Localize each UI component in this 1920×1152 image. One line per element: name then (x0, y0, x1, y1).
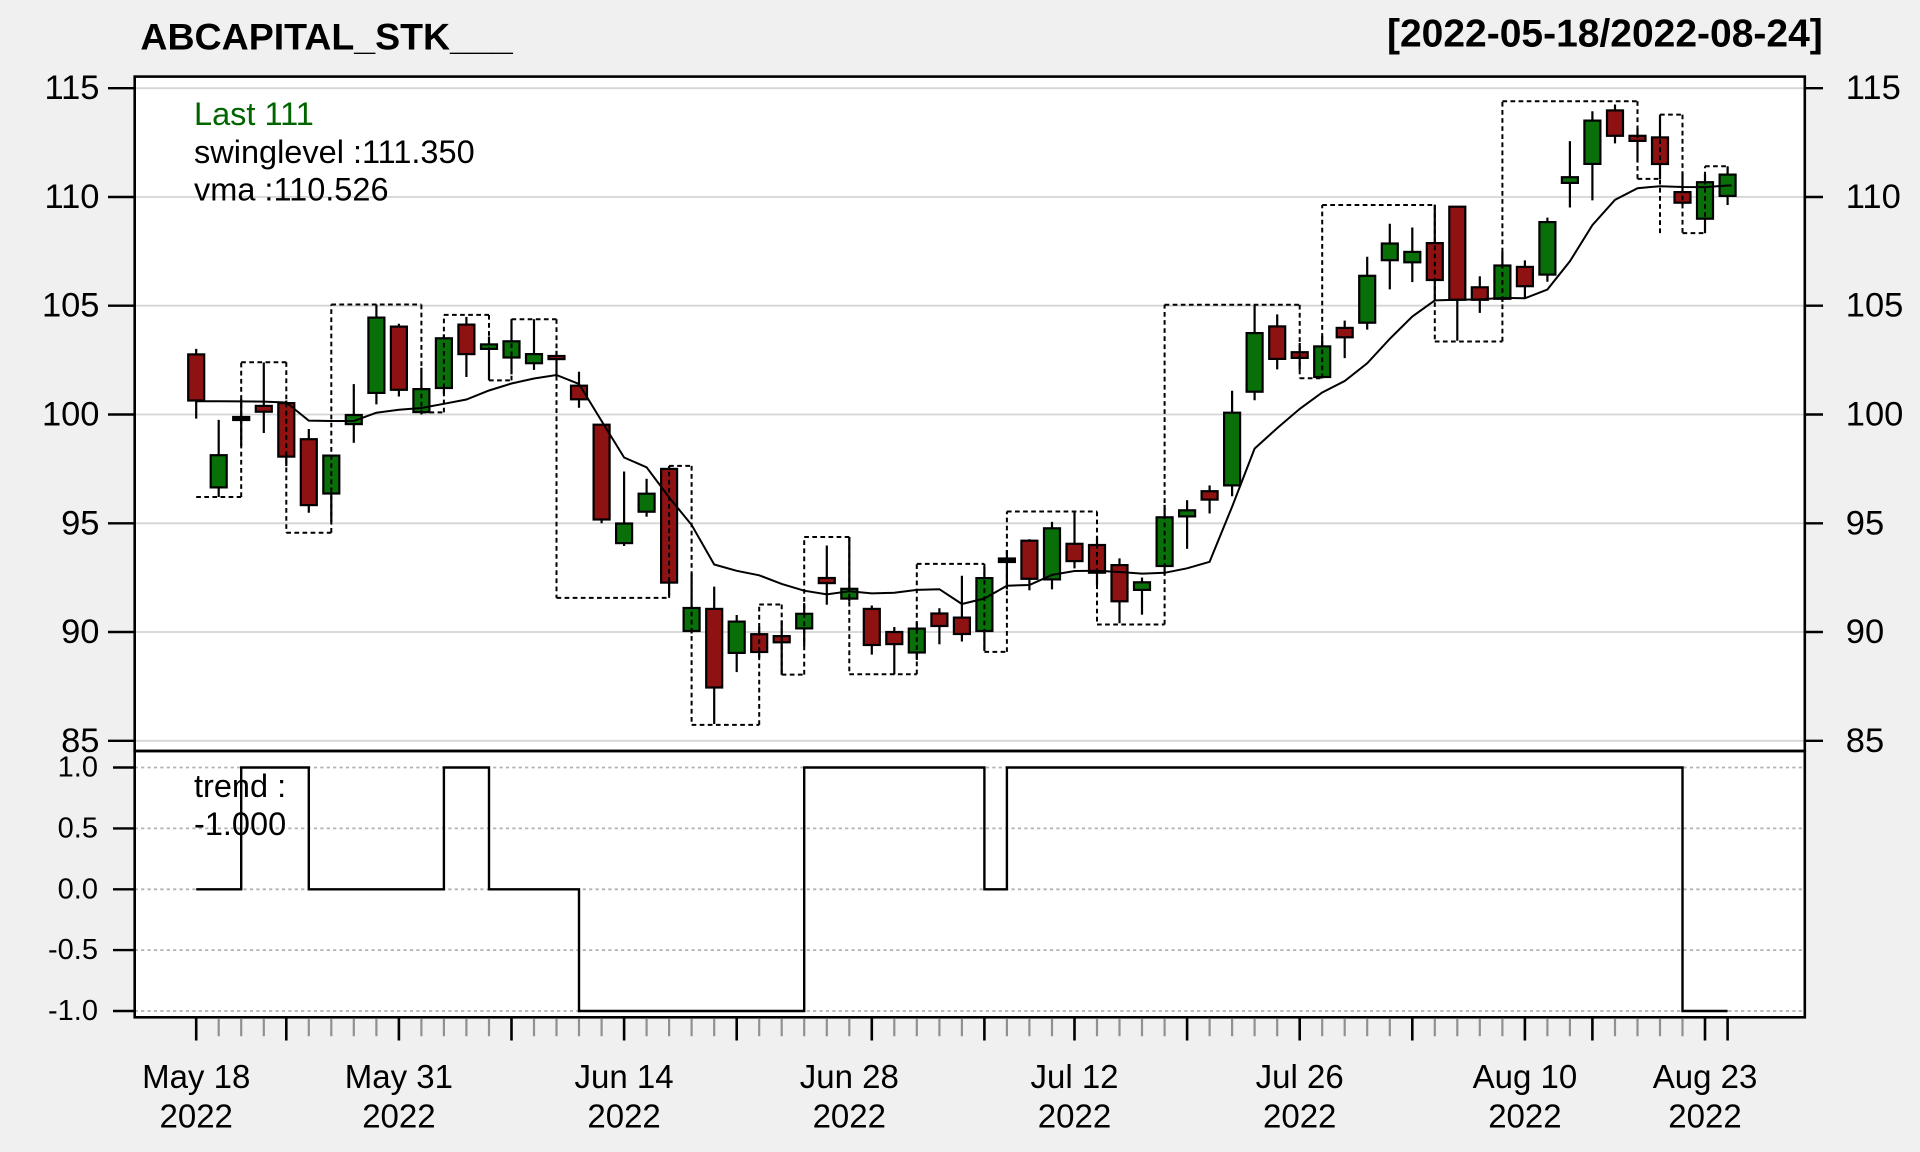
svg-text:90: 90 (1846, 613, 1884, 651)
svg-text:95: 95 (1846, 504, 1884, 542)
svg-text:Jul 26: Jul 26 (1256, 1058, 1344, 1095)
svg-text:110: 110 (44, 178, 99, 216)
svg-text:May 31: May 31 (345, 1058, 453, 1095)
svg-text:115: 115 (1846, 69, 1901, 107)
svg-text:85: 85 (1846, 722, 1884, 760)
svg-text:[2022-05-18/2022-08-24]: [2022-05-18/2022-08-24] (1387, 13, 1823, 56)
svg-text:90: 90 (61, 613, 99, 651)
svg-text:swinglevel :111.350: swinglevel :111.350 (194, 134, 475, 170)
svg-text:vma :110.526: vma :110.526 (194, 172, 389, 208)
svg-text:0.5: 0.5 (58, 812, 98, 844)
svg-text:2022: 2022 (159, 1098, 232, 1135)
svg-text:95: 95 (61, 504, 99, 542)
svg-text:2022: 2022 (1668, 1098, 1741, 1135)
svg-text:trend :: trend : (194, 768, 286, 804)
svg-text:-1.0: -1.0 (48, 995, 98, 1027)
svg-text:Last 111: Last 111 (194, 96, 314, 132)
svg-text:100: 100 (1846, 396, 1904, 434)
svg-text:Jul 12: Jul 12 (1030, 1058, 1118, 1095)
svg-text:2022: 2022 (1488, 1098, 1561, 1135)
svg-text:Aug 23: Aug 23 (1653, 1058, 1758, 1095)
svg-text:110: 110 (1846, 178, 1901, 216)
svg-text:0.0: 0.0 (58, 873, 98, 905)
svg-text:85: 85 (61, 722, 99, 760)
svg-text:2022: 2022 (587, 1098, 660, 1135)
svg-text:1.0: 1.0 (58, 752, 98, 784)
svg-text:2022: 2022 (813, 1098, 886, 1135)
svg-text:100: 100 (42, 396, 100, 434)
svg-text:2022: 2022 (362, 1098, 435, 1135)
svg-text:-0.5: -0.5 (48, 934, 98, 966)
svg-text:105: 105 (42, 287, 100, 325)
svg-text:May 18: May 18 (142, 1058, 250, 1095)
svg-text:2022: 2022 (1038, 1098, 1111, 1135)
svg-text:Jun 14: Jun 14 (575, 1058, 674, 1095)
svg-text:105: 105 (1846, 287, 1904, 325)
svg-text:-1.000: -1.000 (194, 806, 286, 842)
svg-text:2022: 2022 (1263, 1098, 1336, 1135)
svg-text:ABCAPITAL_STK___: ABCAPITAL_STK___ (140, 16, 513, 58)
svg-text:Jun 28: Jun 28 (800, 1058, 899, 1095)
svg-text:115: 115 (44, 69, 99, 107)
svg-text:Aug 10: Aug 10 (1473, 1058, 1578, 1095)
